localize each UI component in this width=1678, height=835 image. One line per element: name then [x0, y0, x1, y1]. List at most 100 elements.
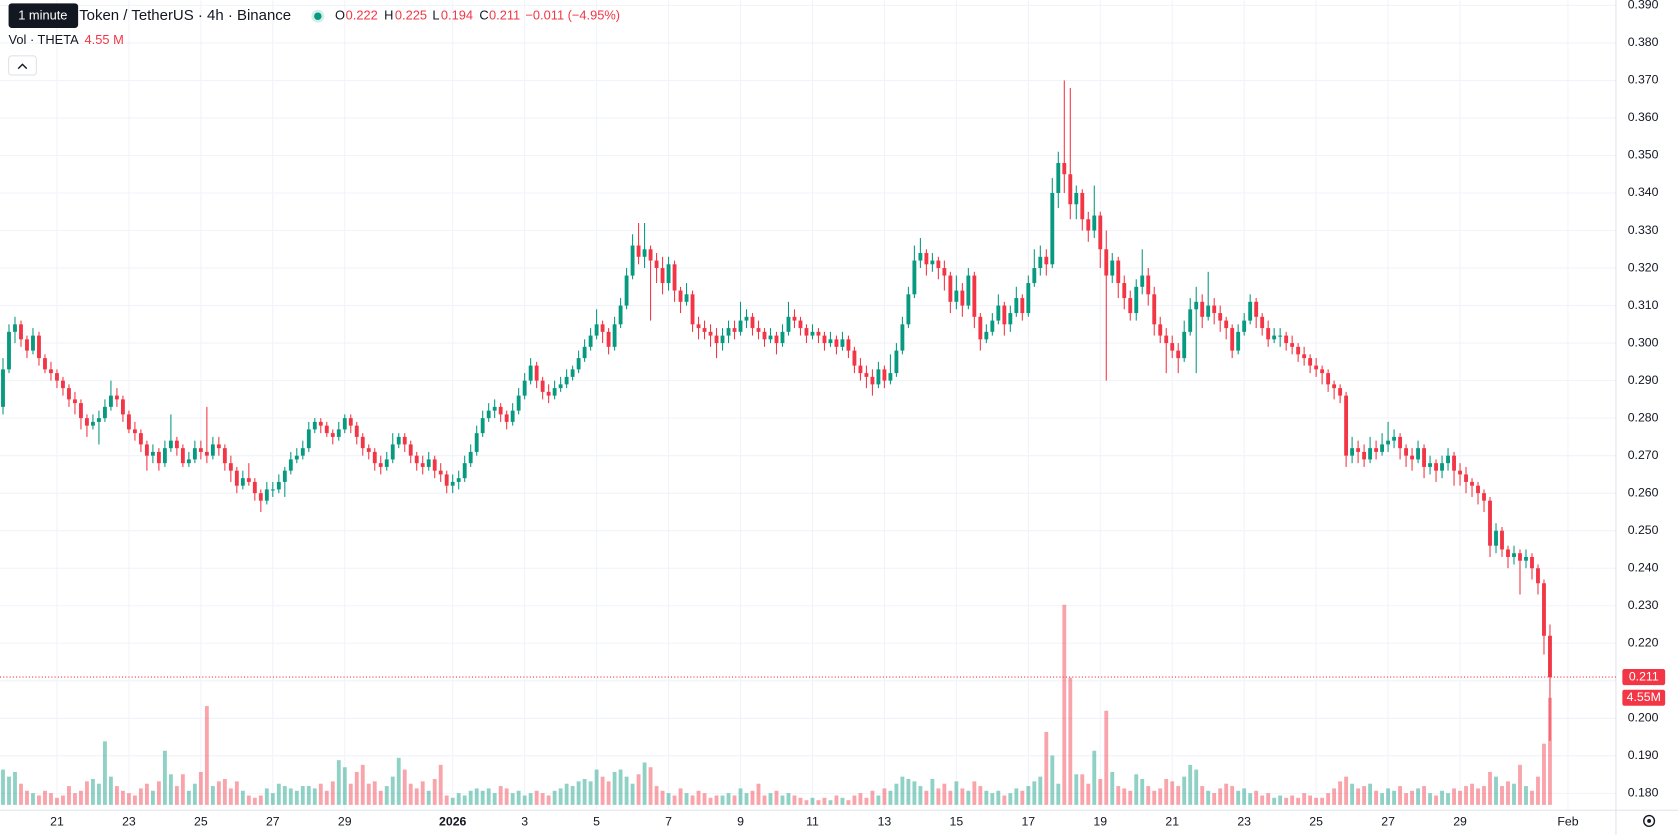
candle-body [618, 305, 623, 325]
candle-body [1422, 448, 1426, 467]
candle-body [342, 418, 347, 430]
candle-body [174, 440, 179, 449]
volume-bar [1050, 755, 1055, 805]
candle-body [270, 489, 275, 491]
volume-bar [996, 790, 1001, 805]
candle-body [1152, 294, 1157, 325]
volume-bar [528, 793, 533, 805]
y-tick-label: 0.350 [1628, 148, 1659, 162]
candle-body [222, 448, 227, 464]
candle-body [738, 320, 743, 332]
volume-bar [906, 778, 911, 805]
candle-body [858, 365, 863, 374]
y-tick-label: 0.180 [1628, 786, 1659, 800]
volume-bar [708, 797, 713, 805]
candle-body [558, 384, 563, 389]
candle-body [954, 290, 959, 302]
volume-bar [1110, 771, 1115, 805]
candle-body [864, 373, 869, 377]
volume-bar [420, 781, 425, 805]
candle-body [972, 275, 977, 317]
volume-bar [1188, 764, 1193, 805]
candle-body [1236, 331, 1241, 351]
candle-body [1464, 474, 1468, 482]
candle-body [1488, 500, 1492, 546]
candle-body [186, 459, 191, 464]
volume-bar [216, 781, 221, 805]
volume-bar [1488, 771, 1492, 805]
candle-body [702, 328, 707, 332]
candle-body [486, 410, 491, 419]
volume-bar [49, 793, 53, 805]
candle-body [1482, 493, 1486, 501]
candle-body [1104, 249, 1109, 276]
volume-bar [540, 793, 545, 805]
volume-bar [1482, 786, 1486, 805]
volume-bar [732, 795, 737, 805]
candle-body [37, 335, 41, 359]
volume-bar [828, 800, 833, 805]
volume-bar [942, 783, 947, 805]
volume-bar [1260, 795, 1265, 805]
candle-body [1248, 301, 1253, 321]
candle-body [1170, 343, 1175, 351]
volume-bar [456, 793, 461, 805]
candle-body [678, 290, 683, 302]
candle-body [402, 436, 407, 445]
volume-bar [684, 793, 689, 805]
candle-body [97, 418, 101, 422]
last-price-label: 0.211 [1629, 669, 1659, 683]
volume-bar [1092, 750, 1097, 805]
volume-bar [1236, 790, 1241, 805]
volume-bar [1230, 786, 1235, 805]
settings-button[interactable] [1643, 814, 1656, 827]
volume-bar [312, 788, 317, 805]
symbol-title[interactable]: Token / TetherUS · 4h · Binance [79, 7, 291, 24]
candle-body [1128, 298, 1133, 314]
candle-body [660, 268, 665, 284]
volume-bar [1290, 795, 1295, 805]
candle-body [1284, 335, 1289, 344]
volume-bar [402, 769, 407, 805]
volume-bar [1152, 790, 1157, 805]
candle-body [1374, 448, 1379, 452]
volume-bar [1254, 790, 1259, 805]
collapse-button[interactable] [8, 55, 37, 76]
candle-body [1398, 436, 1403, 449]
volume-bar [1248, 793, 1253, 805]
candle-body [510, 410, 515, 422]
volume-bar [582, 778, 587, 805]
volume-bar [840, 797, 845, 805]
candle-body [948, 275, 953, 302]
candle-body [1524, 556, 1528, 561]
candle-body [1500, 530, 1504, 550]
volume-title[interactable]: Vol · THETA [9, 32, 80, 47]
candle-body [420, 463, 425, 467]
candle-body [282, 470, 287, 482]
market-status-dot [314, 12, 322, 20]
volume-bar [564, 783, 569, 805]
volume-bar [762, 795, 767, 805]
candle-body [318, 421, 323, 426]
y-tick-label: 0.370 [1628, 73, 1659, 87]
close-label: C [479, 8, 488, 23]
volume-bar [1134, 774, 1139, 805]
volume-bar [1452, 788, 1456, 805]
candle-body [1410, 455, 1414, 460]
candle-layer [1, 80, 1552, 741]
y-tick-label: 0.340 [1628, 185, 1659, 199]
candle-body [330, 433, 335, 437]
volume-bar [252, 797, 257, 805]
volume-bar [1128, 790, 1133, 805]
volume-bar [318, 783, 323, 805]
volume-bar [228, 788, 233, 805]
candle-body [61, 380, 65, 389]
candle-body [1224, 320, 1229, 329]
candle-body [1074, 193, 1079, 205]
candle-body [1206, 305, 1211, 317]
candle-body [288, 459, 293, 471]
volume-bar [846, 800, 851, 805]
volume-bar [1176, 786, 1181, 805]
candle-body [498, 406, 503, 415]
volume-bar [552, 790, 557, 805]
